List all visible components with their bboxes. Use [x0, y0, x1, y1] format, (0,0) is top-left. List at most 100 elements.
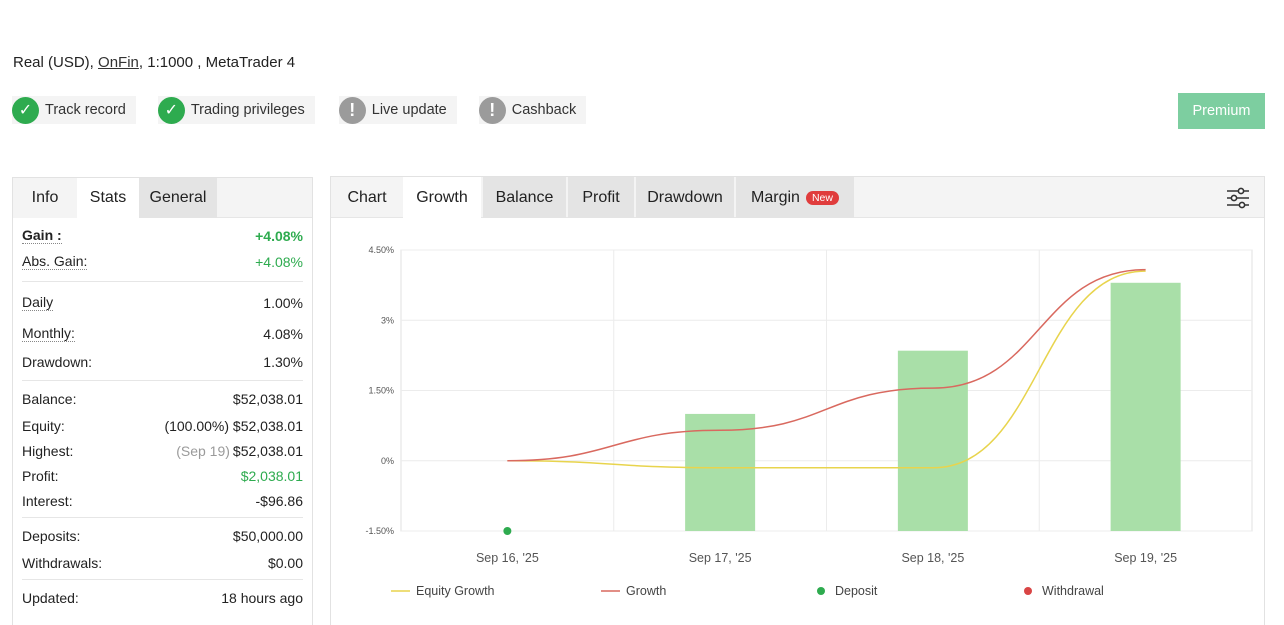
deposit-point [503, 527, 512, 535]
stat-value: $52,038.01 [232, 417, 303, 434]
badge-live-update[interactable]: ! Live update [338, 96, 457, 124]
divider [22, 380, 303, 381]
badge-trading-privileges[interactable]: ✓ Trading privileges [157, 96, 315, 124]
account-summary: Real (USD), OnFin, 1:1000 , MetaTrader 4 [13, 54, 295, 71]
stat-value: 4.08% [263, 326, 303, 342]
y-tick-label: 4.50% [368, 245, 394, 255]
x-tick-label: Sep 19, '25 [1114, 551, 1177, 565]
stat-note: (Sep 19) [176, 442, 230, 459]
tab-general[interactable]: General [139, 178, 217, 218]
growth-line [507, 268, 1146, 462]
tab-growth[interactable]: Growth [403, 177, 481, 218]
stat-value: 1.30% [263, 354, 303, 370]
stat-label[interactable]: Monthly: [22, 325, 75, 342]
chart-bar [1110, 282, 1181, 531]
stat-label: Balance: [22, 391, 77, 407]
x-tick-label: Sep 17, '25 [689, 551, 752, 565]
tab-label: Margin [751, 188, 800, 206]
stat-drawdown: Drawdown: 1.30% [22, 348, 303, 376]
stat-value: $52,038.01 [232, 391, 303, 407]
stat-deposits: Deposits: $50,000.00 [22, 522, 303, 550]
tab-info[interactable]: Info [13, 178, 77, 218]
stats-panel: Info Stats General Gain : +4.08% Abs. Ga… [12, 177, 313, 625]
stat-updated: Updated: 18 hours ago [22, 584, 303, 612]
stat-value: $50,000.00 [232, 528, 303, 544]
legend-label: Deposit [835, 584, 878, 598]
divider [22, 281, 303, 282]
tab-drawdown[interactable]: Drawdown [636, 177, 734, 218]
stat-value: $2,038.01 [240, 467, 303, 484]
stat-label[interactable]: Gain : [22, 227, 62, 244]
broker-link[interactable]: OnFin [98, 54, 139, 71]
x-tick-label: Sep 16, '25 [476, 551, 539, 565]
tab-margin[interactable]: Margin New [736, 177, 854, 218]
stat-label: Equity: [22, 417, 65, 434]
stat-equity: Equity: (100.00%) $52,038.01 [22, 413, 303, 438]
badge-track-record[interactable]: ✓ Track record [12, 96, 136, 124]
stat-daily: Daily 1.00% [22, 286, 303, 320]
stat-profit: Profit: $2,038.01 [22, 463, 303, 488]
stat-label: Withdrawals: [22, 554, 103, 571]
premium-button[interactable]: Premium [1178, 93, 1265, 129]
badge-label: Cashback [511, 102, 577, 118]
stat-label[interactable]: Daily [22, 294, 54, 311]
legend-label: Growth [626, 584, 666, 598]
tab-stats[interactable]: Stats [77, 178, 139, 218]
stat-value: $52,038.01 [232, 442, 303, 459]
badge-label: Track record [45, 102, 126, 118]
tab-profit[interactable]: Profit [568, 177, 634, 218]
stat-gain: Gain : +4.08% [22, 225, 303, 247]
legend-dot-swatch [817, 587, 825, 595]
stat-label[interactable]: Abs. Gain: [22, 253, 88, 270]
stats-tabs: Info Stats General [13, 178, 312, 218]
y-tick-label: -1.50% [365, 526, 394, 536]
stat-interest: Interest: -$96.86 [22, 488, 303, 513]
stat-value: -$96.86 [255, 492, 303, 509]
y-tick-label: 3% [381, 315, 394, 325]
stat-label: Updated: [22, 590, 79, 606]
stat-abs-gain: Abs. Gain: +4.08% [22, 247, 303, 277]
stat-value: 1.00% [263, 295, 303, 311]
divider [22, 579, 303, 580]
chart-bar [897, 350, 968, 531]
stat-highest: Highest: (Sep 19) $52,038.01 [22, 438, 303, 463]
divider [22, 517, 303, 518]
stat-value: +4.08% [255, 254, 303, 270]
verification-badges: ✓ Track record ✓ Trading privileges ! Li… [12, 96, 587, 124]
badge-cashback[interactable]: ! Cashback [478, 96, 587, 124]
chart-panel: Chart Growth Balance Profit Drawdown Mar… [330, 176, 1265, 625]
y-tick-label: 0% [381, 456, 394, 466]
stat-balance: Balance: $52,038.01 [22, 385, 303, 413]
badge-label: Trading privileges [190, 102, 305, 118]
stats-list: Gain : +4.08% Abs. Gain: +4.08% Daily 1.… [13, 225, 312, 612]
stat-label: Profit: [22, 467, 59, 484]
growth-chart: 4.50% 3% 1.50% 0% -1.50% Sep 16, '25 Sep 17, '… [365, 245, 1253, 598]
legend-label: Withdrawal [1042, 584, 1104, 598]
stat-value: $0.00 [267, 554, 303, 571]
tab-chart[interactable]: Chart [347, 188, 387, 206]
new-badge: New [805, 190, 839, 205]
stat-note: (100.00%) [164, 417, 230, 434]
badge-label: Live update [371, 102, 447, 118]
stat-label: Drawdown: [22, 354, 93, 370]
stat-value: 18 hours ago [221, 590, 303, 606]
settings-sliders-icon[interactable] [1226, 186, 1250, 210]
tab-balance[interactable]: Balance [483, 177, 566, 218]
check-circle-icon: ✓ [157, 96, 185, 124]
account-type: Real (USD), [13, 54, 94, 71]
y-tick-label: 1.50% [368, 386, 394, 396]
chart-tabs: Chart Growth Balance Profit Drawdown Mar… [331, 177, 1264, 218]
stat-withdrawals: Withdrawals: $0.00 [22, 550, 303, 575]
stat-monthly: Monthly: 4.08% [22, 320, 303, 348]
legend-label: Equity Growth [416, 584, 495, 598]
exclamation-circle-icon: ! [478, 96, 506, 124]
stat-label: Highest: [22, 442, 74, 459]
stat-label: Deposits: [22, 528, 81, 544]
account-details: , 1:1000 , MetaTrader 4 [138, 54, 296, 71]
check-circle-icon: ✓ [12, 96, 39, 124]
chart-bar [685, 413, 756, 531]
x-tick-label: Sep 18, '25 [901, 551, 964, 565]
equity-growth-line [507, 270, 1146, 469]
exclamation-circle-icon: ! [338, 96, 366, 124]
stat-value: +4.08% [255, 228, 303, 244]
